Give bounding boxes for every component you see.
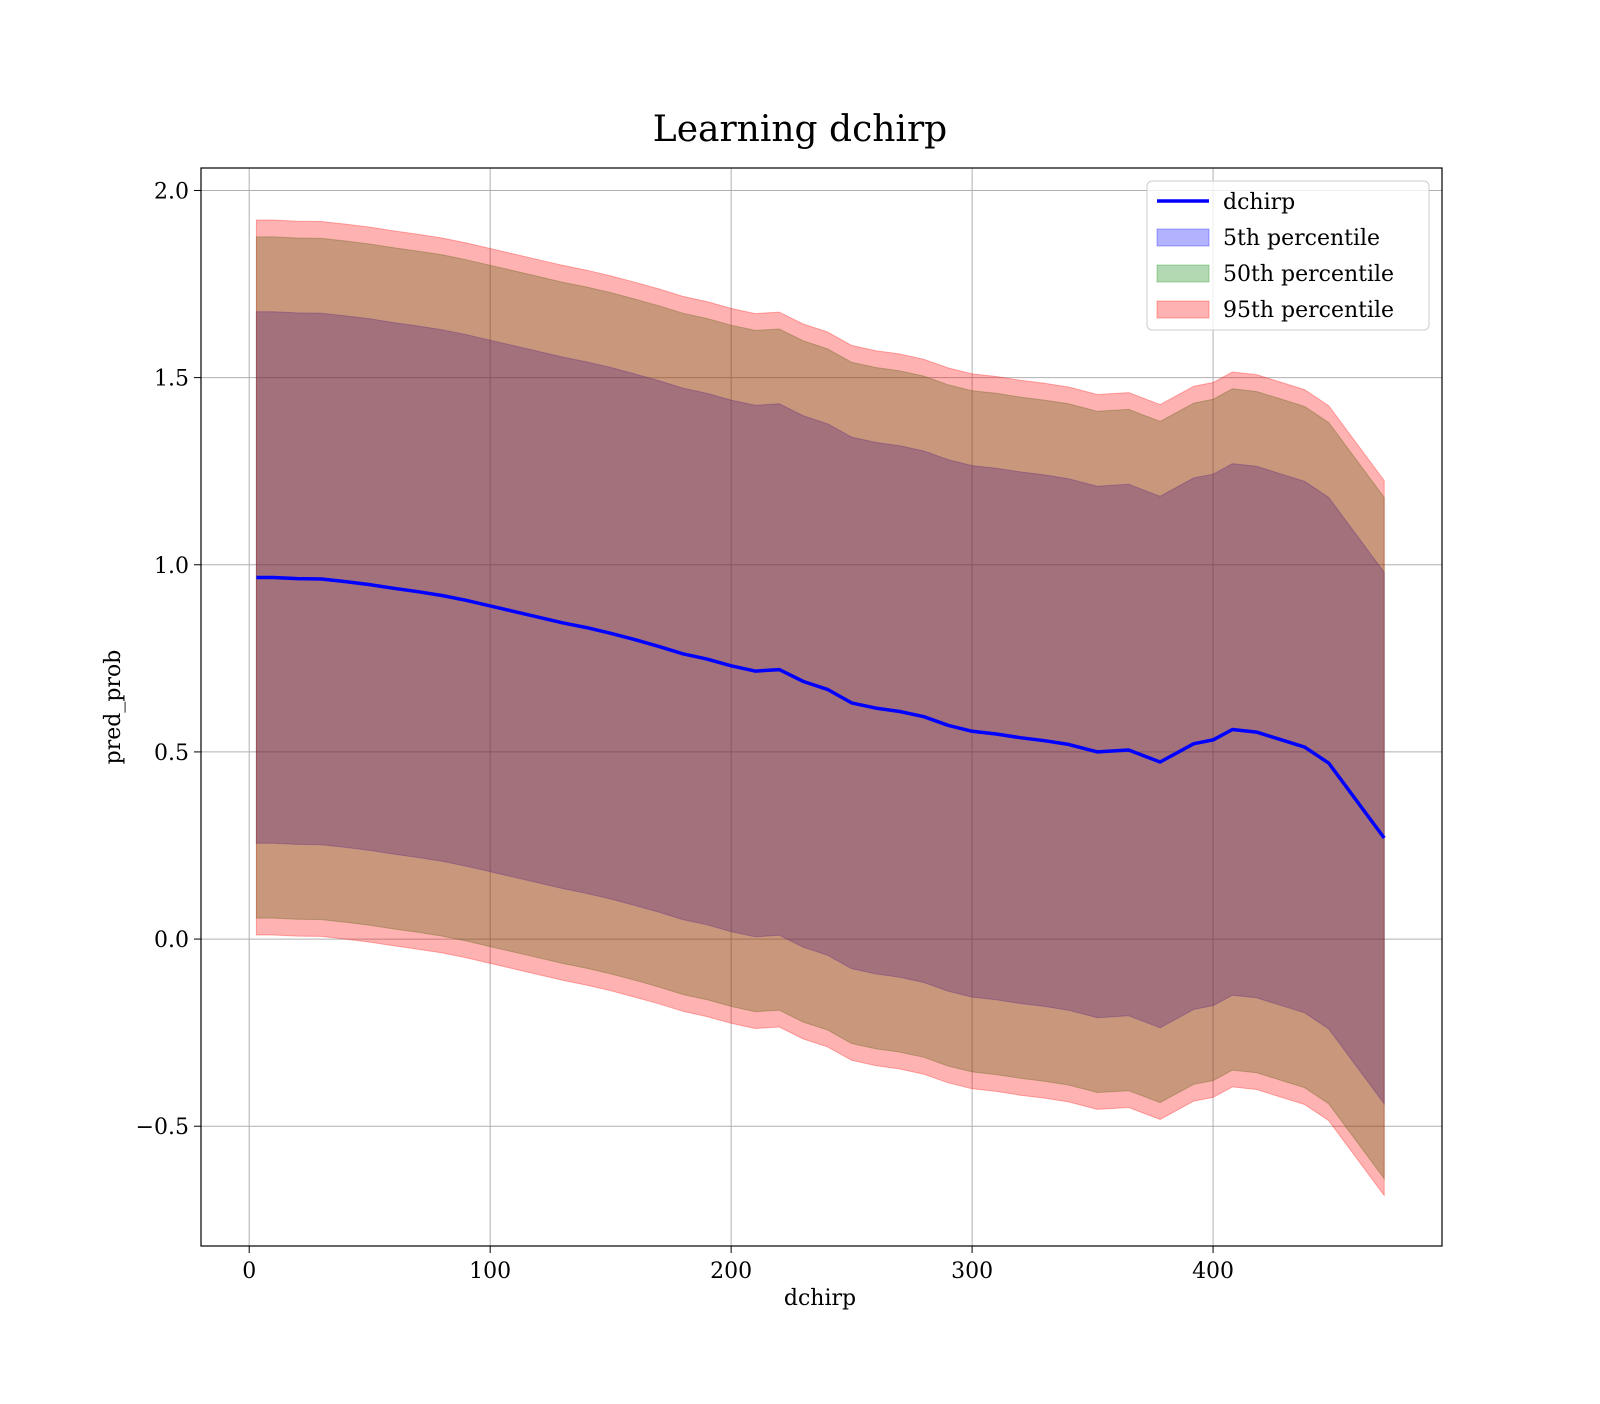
grid bbox=[201, 168, 1442, 1246]
x-tick-label: 100 bbox=[469, 1259, 511, 1284]
legend-swatch-patch bbox=[1156, 300, 1210, 319]
y-axis-label: pred_prob bbox=[101, 650, 126, 765]
x-tick-label: 300 bbox=[951, 1259, 993, 1284]
legend-swatch-patch bbox=[1156, 228, 1210, 247]
legend-swatch-patch bbox=[1156, 264, 1210, 283]
legend: dchirp 5th percentile 50th percentile 95th … bbox=[1146, 180, 1430, 331]
y-tick-label: 0.0 bbox=[154, 928, 189, 953]
percentile-bands bbox=[255, 219, 1385, 1198]
x-tick-label: 0 bbox=[242, 1259, 256, 1284]
legend-label: dchirp bbox=[1223, 190, 1295, 215]
legend-label: 50th percentile bbox=[1223, 262, 1394, 287]
chart-title: Learning dchirp bbox=[653, 109, 947, 150]
x-tick-label: 400 bbox=[1192, 1259, 1234, 1284]
y-tick-label: −0.5 bbox=[136, 1115, 189, 1140]
y-tick-label: 0.5 bbox=[154, 741, 189, 766]
axis-ticks: 0 100 200 300 400 −0.5 0.0 0.5 1.0 1.5 2.0 bbox=[136, 179, 1234, 1284]
band-95th-percentile bbox=[255, 219, 1385, 1198]
y-tick-label: 1.5 bbox=[154, 367, 189, 392]
y-tick-label: 2.0 bbox=[154, 179, 189, 204]
legend-label: 5th percentile bbox=[1223, 226, 1380, 251]
band-5th-percentile bbox=[255, 311, 1385, 1106]
series-lines bbox=[256, 575, 1386, 840]
series-line-dchirp bbox=[256, 575, 1386, 840]
x-tick-label: 200 bbox=[710, 1259, 752, 1284]
legend-label: 95th percentile bbox=[1223, 298, 1394, 323]
band-50th-percentile bbox=[255, 236, 1385, 1181]
y-tick-label: 1.0 bbox=[154, 554, 189, 579]
x-axis-label: dchirp bbox=[784, 1286, 856, 1311]
legend-box bbox=[1146, 180, 1430, 331]
plot-frame bbox=[200, 167, 1443, 1247]
